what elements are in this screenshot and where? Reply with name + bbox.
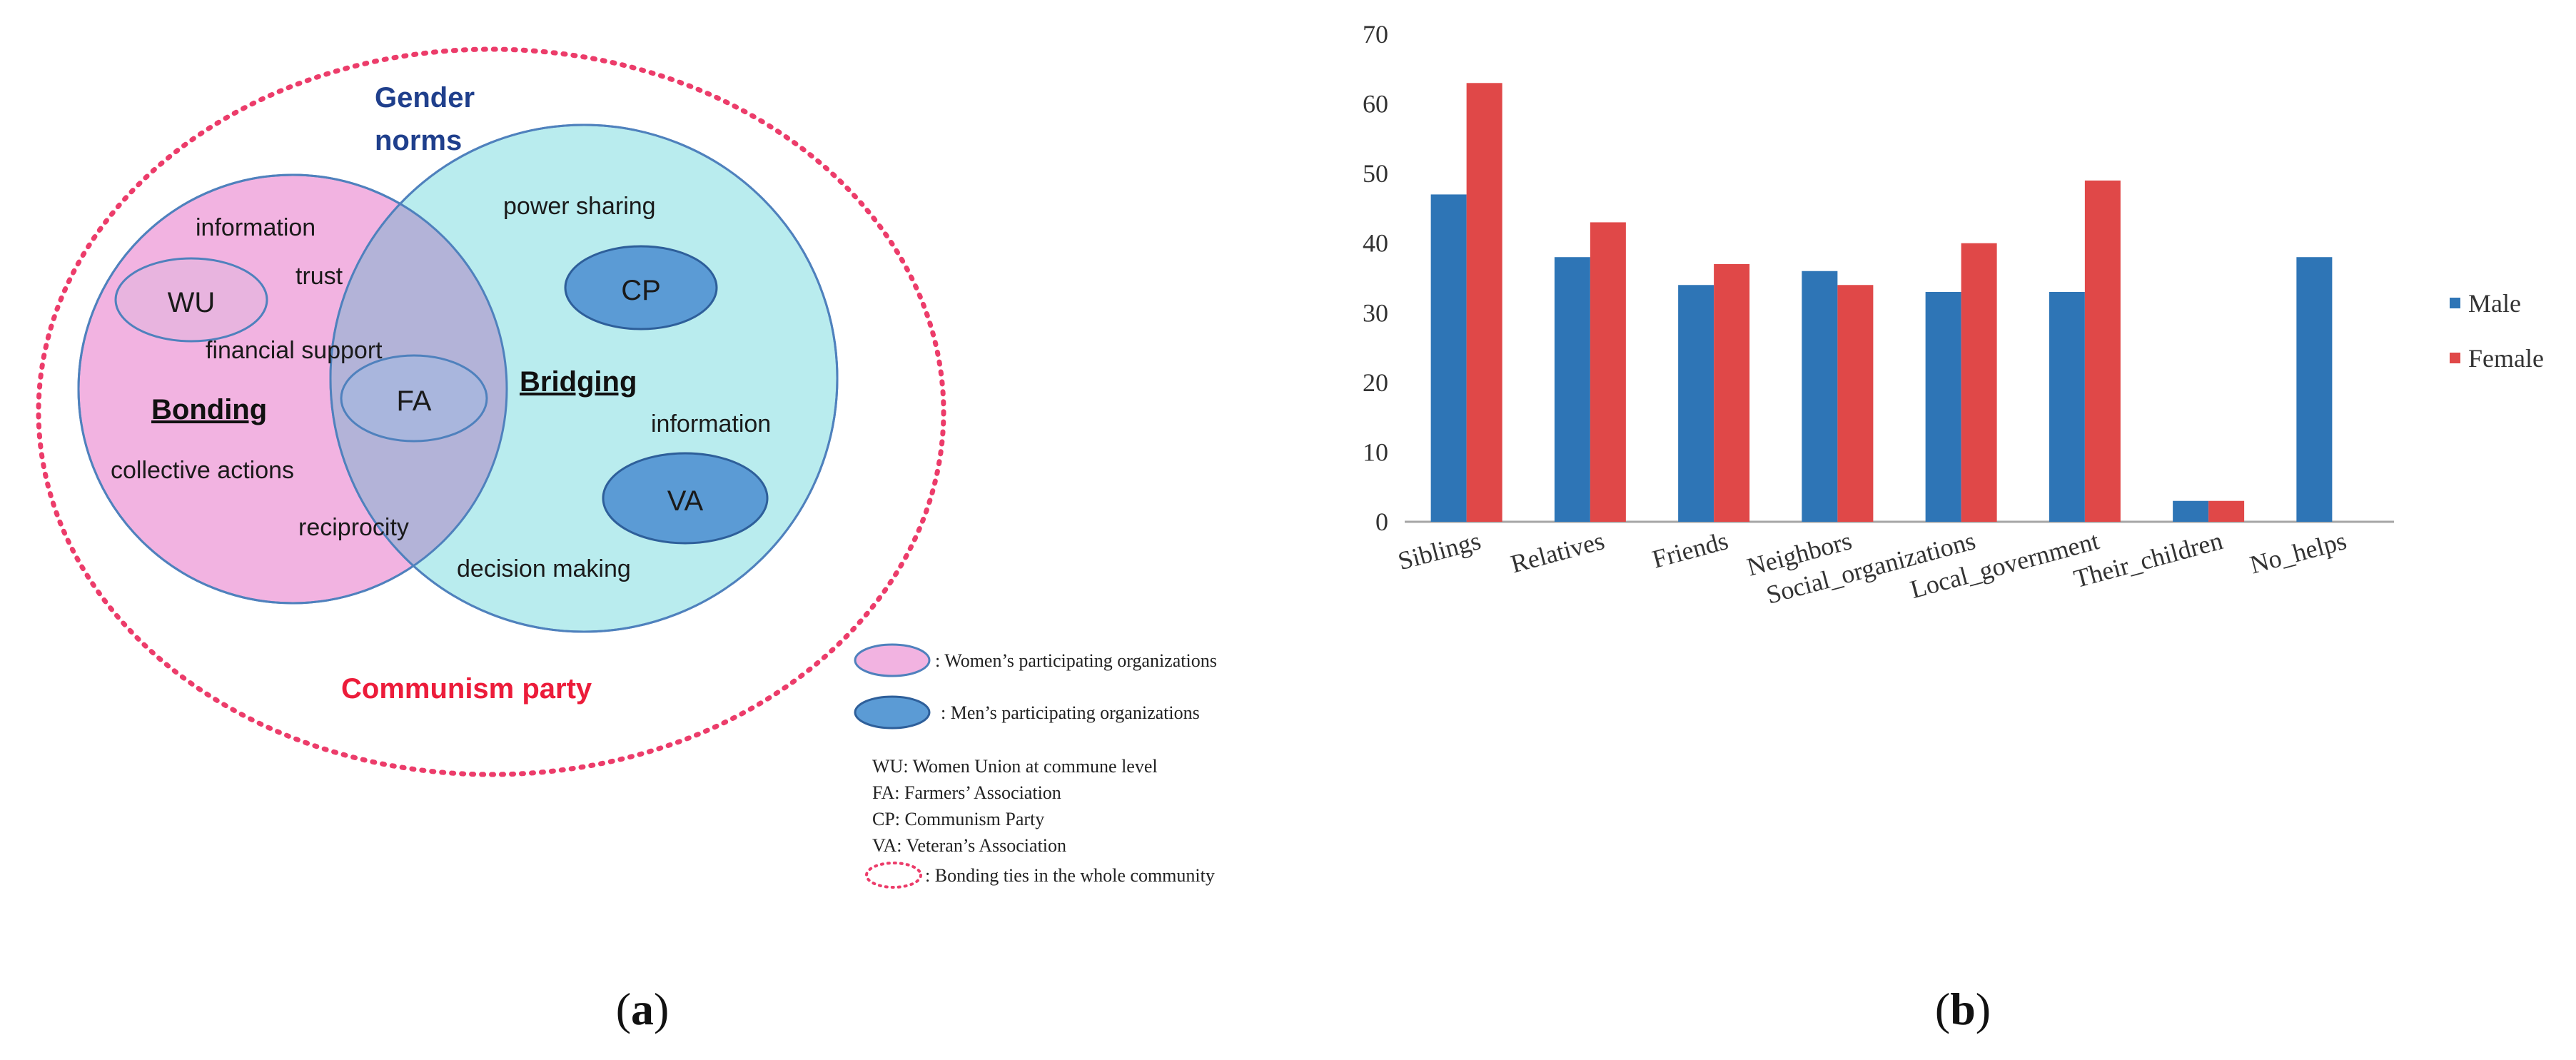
chart-legend: Male Female [2450, 289, 2544, 373]
bonding-heading: Bonding [151, 394, 267, 425]
bar-male-siblings [1430, 194, 1467, 522]
bar-female-friends [1714, 263, 1750, 522]
bar-female-neighbors [1837, 285, 1874, 522]
gender-norms-line1: Gender [375, 82, 475, 113]
y-tick-label: 10 [1363, 438, 1388, 466]
org-va-label: VA [667, 485, 704, 517]
bar-female-relatives [1590, 222, 1626, 522]
bonding-word-information: information [196, 214, 315, 241]
x-tick-label: Siblings [1395, 526, 1483, 575]
bar-female-social_organizations [1961, 243, 1997, 522]
bar-male-no_helps [2296, 257, 2333, 522]
bar-male-local_government [2049, 292, 2085, 522]
org-wu-label: WU [168, 287, 216, 318]
bonding-word-collective-actions: collective actions [111, 457, 294, 484]
org-fa [340, 354, 488, 443]
legend-abbrev-fa: FA: Farmers’ Association [872, 782, 1061, 803]
y-tick-label: 70 [1363, 20, 1388, 49]
bar-male-their_children [2173, 500, 2209, 522]
org-cp [564, 245, 718, 330]
bar-male-social_organizations [1925, 292, 1961, 522]
gender-norms-line2: norms [375, 125, 462, 156]
bar-female-siblings [1466, 83, 1502, 523]
bridging-word-information: information [651, 410, 771, 438]
panel-a-legend: : Women’s participating organizations : … [854, 643, 1217, 889]
legend-men-text: : Men’s participating organizations [941, 702, 1200, 723]
x-tick-label: No_helps [2247, 526, 2350, 579]
legend-bonding-ties-text: : Bonding ties in the whole community [925, 865, 1215, 886]
x-tick-label: Relatives [1507, 526, 1607, 578]
y-tick-label: 20 [1363, 368, 1388, 397]
org-wu [114, 257, 268, 343]
caption-b: (b) [1935, 984, 1991, 1034]
legend-male-swatch [2450, 298, 2460, 308]
legend-abbrev-wu: WU: Women Union at commune level [872, 756, 1158, 777]
community-dotted-ellipse [36, 46, 946, 777]
caption-a: (a) [616, 984, 670, 1034]
bridging-heading: Bridging [520, 366, 637, 398]
legend-men-swatch [854, 695, 931, 730]
legend-female-label: Female [2468, 344, 2544, 373]
chart-bars [1430, 83, 2333, 523]
bonding-word-reciprocity: reciprocity [298, 514, 409, 541]
bonding-word-trust: trust [296, 263, 343, 290]
org-va [602, 452, 769, 545]
y-tick-label: 30 [1363, 298, 1388, 327]
legend-abbrev-cp: CP: Communism Party [872, 809, 1044, 829]
bar-female-their_children [2208, 500, 2245, 522]
bar-female-local_government [2084, 180, 2121, 522]
org-cp-label: CP [621, 275, 661, 306]
y-tick-label: 40 [1363, 229, 1388, 258]
legend-women-swatch [854, 643, 931, 677]
panel-b-bar-chart: 0 10 20 30 40 50 60 70 Siblings Relatives Friends… [1363, 20, 2544, 610]
bar-male-neighbors [1802, 271, 1838, 522]
panel-a-diagram: WU FA CP VA Gender norms Bonding Bridgin… [36, 46, 1217, 889]
bar-male-friends [1678, 285, 1714, 522]
legend-bonding-ties-swatch [865, 862, 922, 889]
y-tick-label: 0 [1375, 508, 1388, 536]
y-tick-label: 50 [1363, 159, 1388, 188]
x-axis-labels: Siblings Relatives Friends NeighborsSocial_… [1395, 526, 2349, 610]
legend-women-text: : Women’s participating organizations [935, 650, 1217, 671]
communism-party-label: Communism party [341, 673, 592, 705]
legend-female-swatch [2450, 353, 2460, 363]
legend-abbrev-va: VA: Veteran’s Association [872, 835, 1066, 856]
bridging-word-decision-making: decision making [457, 555, 631, 582]
x-tick-label: Friends [1650, 526, 1732, 574]
bar-male-relatives [1554, 257, 1590, 522]
y-axis-ticks: 0 10 20 30 40 50 60 70 [1363, 20, 1388, 536]
org-fa-label: FA [397, 385, 432, 417]
y-tick-label: 60 [1363, 90, 1388, 118]
legend-male-label: Male [2468, 289, 2521, 318]
bonding-word-financial-support: financial support [206, 337, 383, 364]
bridging-word-power-sharing: power sharing [503, 193, 656, 220]
